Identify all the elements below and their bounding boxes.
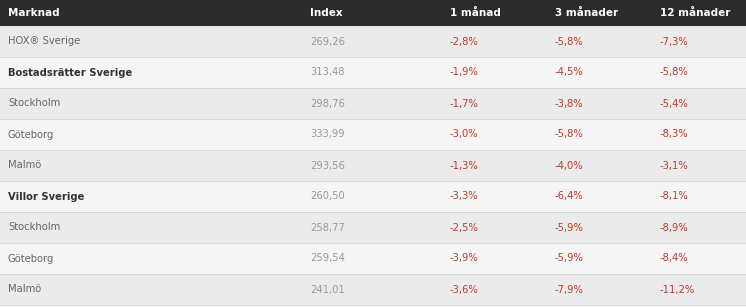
Text: -3,1%: -3,1% — [660, 161, 689, 170]
Text: Index: Index — [310, 8, 342, 18]
Bar — [0, 26, 746, 57]
Text: 313,48: 313,48 — [310, 68, 345, 77]
Bar — [0, 181, 746, 212]
Text: -5,4%: -5,4% — [660, 99, 689, 108]
Text: -1,3%: -1,3% — [450, 161, 479, 170]
Text: -8,4%: -8,4% — [660, 254, 689, 263]
Text: 241,01: 241,01 — [310, 285, 345, 294]
Text: -8,3%: -8,3% — [660, 130, 689, 139]
Text: Malmö: Malmö — [8, 285, 41, 294]
Text: Göteborg: Göteborg — [8, 130, 54, 139]
Text: -1,9%: -1,9% — [450, 68, 479, 77]
Text: -6,4%: -6,4% — [555, 192, 584, 201]
Text: 1 månad: 1 månad — [450, 8, 501, 18]
Text: -2,8%: -2,8% — [450, 37, 479, 46]
Text: -2,5%: -2,5% — [450, 223, 479, 232]
Text: 258,77: 258,77 — [310, 223, 345, 232]
Text: 260,50: 260,50 — [310, 192, 345, 201]
Text: 3 månader: 3 månader — [555, 8, 618, 18]
Bar — [0, 305, 746, 307]
Text: Malmö: Malmö — [8, 161, 41, 170]
Text: 259,54: 259,54 — [310, 254, 345, 263]
Bar — [0, 274, 746, 305]
Bar — [0, 88, 746, 119]
Text: -1,7%: -1,7% — [450, 99, 479, 108]
Text: Villor Sverige: Villor Sverige — [8, 192, 84, 201]
Bar — [0, 243, 746, 274]
Text: -3,6%: -3,6% — [450, 285, 479, 294]
Text: -3,8%: -3,8% — [555, 99, 583, 108]
Text: -5,9%: -5,9% — [555, 223, 584, 232]
Text: -5,8%: -5,8% — [555, 130, 584, 139]
Text: -5,8%: -5,8% — [555, 37, 584, 46]
Text: Bostadsrätter Sverige: Bostadsrätter Sverige — [8, 68, 132, 77]
Text: -7,3%: -7,3% — [660, 37, 689, 46]
Text: -3,0%: -3,0% — [450, 130, 479, 139]
Bar — [0, 57, 746, 88]
Text: -4,0%: -4,0% — [555, 161, 583, 170]
Text: 293,56: 293,56 — [310, 161, 345, 170]
Text: 333,99: 333,99 — [310, 130, 345, 139]
Text: -4,5%: -4,5% — [555, 68, 584, 77]
Text: -8,1%: -8,1% — [660, 192, 689, 201]
Text: -3,9%: -3,9% — [450, 254, 479, 263]
Text: -5,9%: -5,9% — [555, 254, 584, 263]
Text: Marknad: Marknad — [8, 8, 60, 18]
Bar — [0, 212, 746, 243]
Text: -5,8%: -5,8% — [660, 68, 689, 77]
Bar — [0, 0, 746, 26]
Text: 298,76: 298,76 — [310, 99, 345, 108]
Text: HOX® Sverige: HOX® Sverige — [8, 37, 81, 46]
Text: Stockholm: Stockholm — [8, 223, 60, 232]
Text: Göteborg: Göteborg — [8, 254, 54, 263]
Text: -8,9%: -8,9% — [660, 223, 689, 232]
Text: -3,3%: -3,3% — [450, 192, 479, 201]
Text: -7,9%: -7,9% — [555, 285, 584, 294]
Text: -11,2%: -11,2% — [660, 285, 695, 294]
Text: 12 månader: 12 månader — [660, 8, 730, 18]
Bar — [0, 150, 746, 181]
Text: Stockholm: Stockholm — [8, 99, 60, 108]
Text: 269,26: 269,26 — [310, 37, 345, 46]
Bar — [0, 119, 746, 150]
